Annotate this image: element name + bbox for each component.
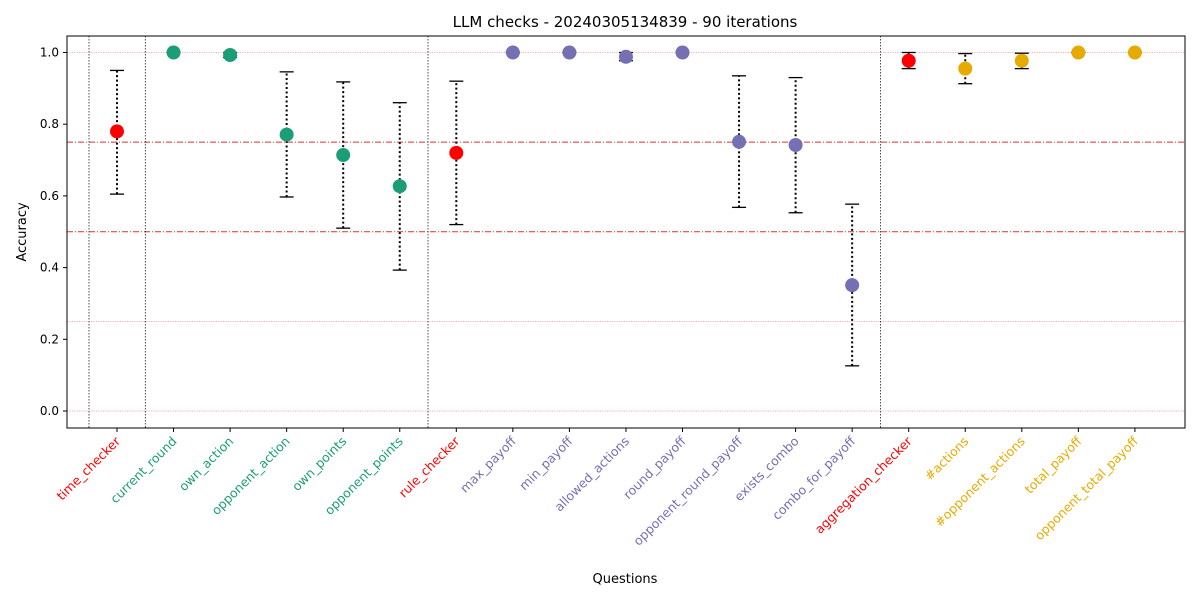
x-tick-label: aggregation_checker bbox=[812, 433, 916, 537]
x-tick-label: opponent_total_payoff bbox=[1031, 433, 1141, 543]
data-point bbox=[901, 53, 916, 68]
data-point bbox=[958, 61, 973, 76]
x-tick-label: rule_checker bbox=[396, 433, 463, 500]
x-tick-label: opponent_round_payoff bbox=[630, 433, 745, 548]
chart-title: LLM checks - 20240305134839 - 90 iterati… bbox=[453, 13, 798, 31]
data-point bbox=[449, 145, 464, 160]
plot-frame bbox=[66, 35, 1186, 429]
data-point bbox=[336, 148, 351, 163]
y-tick-label: 0.8 bbox=[40, 117, 59, 131]
data-point bbox=[1127, 45, 1142, 60]
y-tick-label: 1.0 bbox=[40, 46, 59, 60]
data-point bbox=[675, 45, 690, 60]
data-point bbox=[788, 137, 803, 152]
x-tick-label: #actions bbox=[922, 434, 972, 484]
data-point bbox=[392, 179, 407, 194]
data-point bbox=[732, 134, 747, 149]
plot-area: 0.00.20.40.60.81.0time_checkercurrent_ro… bbox=[40, 35, 1186, 549]
y-tick-label: 0.4 bbox=[40, 261, 59, 275]
data-point bbox=[618, 49, 633, 64]
data-point bbox=[505, 45, 520, 60]
data-point bbox=[110, 124, 124, 139]
y-axis-label: Accuracy bbox=[15, 202, 30, 262]
data-point bbox=[1014, 53, 1029, 68]
data-point bbox=[279, 127, 294, 142]
y-tick-label: 0.6 bbox=[40, 189, 59, 203]
data-point bbox=[1071, 45, 1086, 60]
x-tick-label: max_payoff bbox=[457, 433, 519, 495]
y-tick-label: 0.2 bbox=[40, 332, 59, 346]
data-point bbox=[223, 48, 238, 63]
x-axis-label: Questions bbox=[593, 572, 658, 587]
x-tick-label: min_payoff bbox=[516, 433, 576, 493]
x-tick-label: own_points bbox=[289, 434, 349, 494]
data-point bbox=[562, 45, 577, 60]
x-tick-label: total_payoff bbox=[1021, 433, 1084, 496]
y-tick-label: 0.0 bbox=[40, 404, 59, 418]
data-point bbox=[845, 278, 860, 293]
x-tick-label: own_action bbox=[176, 434, 236, 494]
data-point bbox=[166, 45, 181, 60]
